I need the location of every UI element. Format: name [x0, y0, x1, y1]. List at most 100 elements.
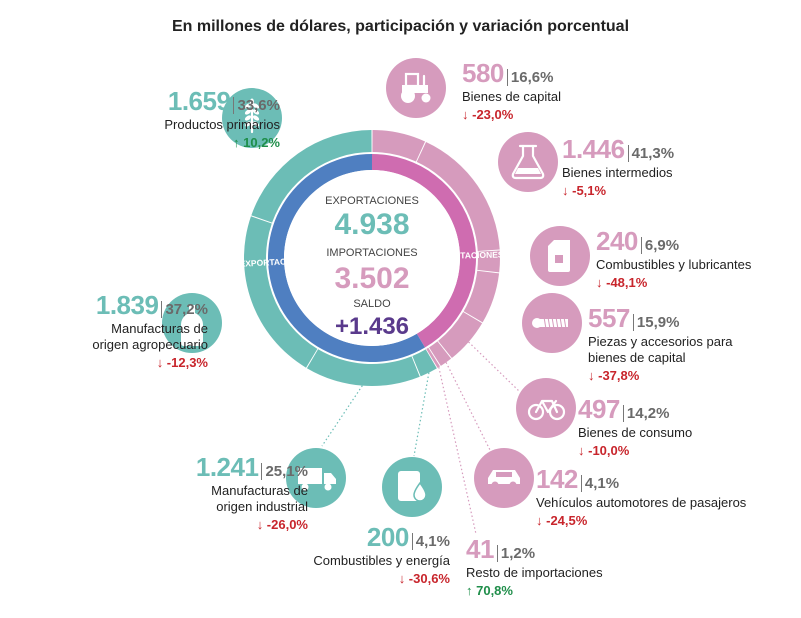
export-value: 1.241	[195, 452, 259, 482]
export-item-combustibles-energia: 200 4,1% Combustibles y energía ↓ -30,6%	[280, 522, 450, 586]
export-label: Manufacturas de	[211, 483, 308, 498]
import-label: Bienes intermedios	[562, 165, 673, 180]
import-change: ↓ -10,0%	[578, 443, 630, 458]
import-share: 15,9%	[632, 314, 680, 331]
imports-label: IMPORTACIONES	[326, 247, 417, 259]
export-segment-3	[412, 349, 437, 377]
import-share: 4,1%	[580, 475, 620, 492]
import-label: Combustibles y lubricantes	[596, 257, 752, 272]
connector-moi	[321, 385, 363, 447]
export-label: origen industrial	[216, 499, 308, 514]
import-value: 557	[588, 303, 630, 333]
export-segment-0	[251, 130, 372, 223]
bottle-icon	[162, 293, 222, 353]
export-label: origen agropecuario	[92, 337, 208, 352]
balance-total: +1.436	[335, 313, 409, 340]
import-value: 497	[578, 394, 620, 424]
import-icon-circle-1	[498, 132, 558, 192]
import-item-vehiculos: 142 4,1% Vehículos automotores de pasajero…	[536, 464, 776, 528]
import-value: 41	[466, 534, 494, 564]
export-label: Productos primarios	[164, 117, 280, 132]
import-value: 142	[536, 464, 578, 494]
truck-icon	[286, 448, 346, 508]
import-share: 16,6%	[506, 69, 554, 86]
import-label: Piezas y accesorios para	[588, 334, 733, 349]
car-icon	[474, 448, 534, 508]
import-segment-6	[426, 347, 441, 368]
import-value: 1.446	[562, 134, 625, 164]
connector-combustibles-energia	[413, 372, 430, 457]
export-label: Manufacturas de	[111, 321, 208, 336]
export-segment-1	[243, 216, 318, 368]
import-change: ↑ 70,8%	[466, 583, 513, 598]
export-value: 1.659	[167, 86, 231, 116]
wheat-icon	[222, 88, 282, 148]
connector-lines	[321, 341, 521, 535]
import-segment-2	[477, 250, 501, 273]
fuel-barrel-icon	[382, 457, 442, 517]
donut-hole	[284, 170, 460, 346]
export-share: 4,1%	[411, 533, 450, 550]
import-label: Bienes de capital	[462, 89, 562, 104]
import-change: ↓ -23,0%	[462, 107, 514, 122]
export-value: 200	[366, 522, 409, 552]
inner-imports-arc	[372, 154, 476, 348]
connector-resto	[438, 367, 477, 535]
imports-total: 3.502	[334, 262, 409, 295]
import-change: ↓ -48,1%	[596, 275, 648, 290]
import-segment-4	[438, 312, 483, 359]
ring-label-imports: IMPORTACIONES	[432, 250, 504, 261]
export-item-productos-primarios: 1.659 33,6% Productos primarios ↑ 10,2%	[80, 86, 280, 150]
export-change: ↓ -30,6%	[398, 571, 450, 586]
outer-ring	[243, 130, 501, 386]
import-label: Vehículos automotores de pasajeros	[536, 495, 747, 510]
import-segment-3	[463, 270, 500, 323]
export-share: 33,6%	[233, 97, 280, 114]
import-item-piezas-accesorios: 557 15,9% Piezas y accesorios para bienes d…	[588, 303, 788, 383]
balance-label: SALDO	[353, 298, 391, 310]
import-item-bienes-consumo: 497 14,2% Bienes de consumo ↓ -10,0%	[578, 394, 778, 458]
bicycle-icon	[516, 378, 576, 438]
import-change: ↓ -24,5%	[536, 513, 588, 528]
import-item-bienes-capital: 580 16,6% Bienes de capital ↓ -23,0%	[462, 58, 662, 122]
exports-label: EXPORTACIONES	[325, 195, 419, 207]
import-segment-5	[429, 341, 452, 366]
category-icons	[162, 58, 590, 517]
import-share: 41,3%	[627, 145, 675, 162]
flask-icon	[498, 132, 558, 192]
bolt-icon	[522, 293, 582, 353]
import-item-bienes-intermedios: 1.446 41,3% Bienes intermedios ↓ -5,1%	[562, 134, 762, 198]
import-segment-1	[416, 141, 500, 251]
import-label: bienes de capital	[588, 350, 686, 365]
jerrycan-icon	[530, 226, 590, 286]
import-change: ↓ -5,1%	[562, 183, 607, 198]
export-segment-2	[306, 349, 420, 386]
ring-label-exports: EXPORTACIONES	[239, 255, 313, 269]
ring-labels: EXPORTACIONES IMPORTACIONES	[239, 250, 504, 269]
inner-ring	[268, 154, 476, 362]
inner-exports-arc	[268, 154, 425, 362]
export-label: Combustibles y energía	[313, 553, 450, 568]
export-share: 37,2%	[161, 301, 208, 318]
connector-vehiculos	[445, 362, 491, 451]
exports-total: 4.938	[334, 208, 409, 241]
export-change: ↓ -12,3%	[156, 355, 208, 370]
import-change: ↓ -37,8%	[588, 368, 640, 383]
import-value: 240	[596, 226, 638, 256]
import-segment-0	[372, 130, 426, 162]
import-item-resto: 41 1,2% Resto de importaciones ↑ 70,8%	[466, 534, 666, 598]
export-change: ↑ 10,2%	[233, 135, 280, 150]
export-share: 25,1%	[261, 463, 308, 480]
tractor-icon	[386, 58, 446, 118]
import-value: 580	[462, 58, 504, 88]
import-share: 14,2%	[622, 405, 670, 422]
import-share: 1,2%	[496, 545, 536, 562]
export-item-mao: 1.839 37,2% Manufacturas de origen agropecu…	[28, 290, 208, 370]
import-share: 6,9%	[640, 237, 680, 254]
import-label: Resto de importaciones	[466, 565, 603, 580]
export-change: ↓ -26,0%	[256, 517, 308, 532]
export-value: 1.839	[95, 290, 159, 320]
import-label: Bienes de consumo	[578, 425, 693, 440]
